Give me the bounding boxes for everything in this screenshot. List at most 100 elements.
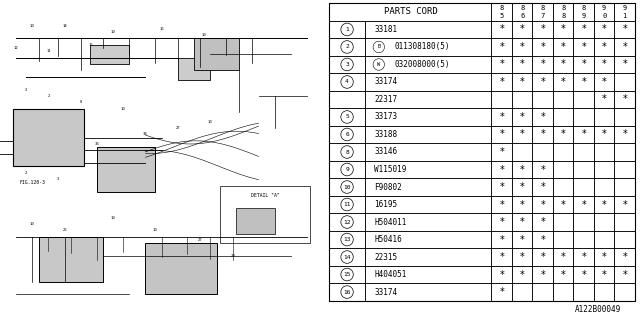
Text: *: * bbox=[499, 60, 504, 69]
Text: 9: 9 bbox=[602, 5, 606, 11]
Bar bbox=[614, 91, 635, 108]
Bar bbox=[365, 91, 492, 108]
Bar bbox=[553, 73, 573, 91]
Text: 4: 4 bbox=[345, 79, 349, 84]
Text: 5: 5 bbox=[499, 13, 504, 19]
Text: *: * bbox=[622, 42, 627, 52]
Text: *: * bbox=[561, 24, 566, 35]
Text: *: * bbox=[520, 182, 525, 192]
Bar bbox=[492, 213, 512, 231]
Text: W: W bbox=[377, 62, 380, 67]
Text: *: * bbox=[520, 252, 525, 262]
Text: 33188: 33188 bbox=[374, 130, 397, 139]
Bar bbox=[330, 213, 365, 231]
Text: 15: 15 bbox=[343, 272, 351, 277]
Text: *: * bbox=[622, 252, 627, 262]
Text: 15: 15 bbox=[88, 43, 93, 47]
Bar bbox=[553, 196, 573, 213]
Bar bbox=[492, 3, 512, 21]
Text: 10: 10 bbox=[111, 216, 115, 220]
Bar bbox=[594, 38, 614, 56]
Bar bbox=[365, 143, 492, 161]
Bar bbox=[365, 161, 492, 178]
Bar bbox=[553, 161, 573, 178]
Bar bbox=[178, 58, 210, 80]
Bar bbox=[365, 56, 492, 73]
Text: 1: 1 bbox=[345, 27, 349, 32]
Text: *: * bbox=[602, 60, 607, 69]
Text: *: * bbox=[499, 217, 504, 227]
Bar bbox=[512, 38, 532, 56]
Bar bbox=[553, 143, 573, 161]
Bar bbox=[594, 143, 614, 161]
Bar bbox=[512, 108, 532, 126]
Text: 27: 27 bbox=[198, 238, 203, 242]
Text: 6: 6 bbox=[520, 13, 524, 19]
Bar bbox=[594, 3, 614, 21]
Text: *: * bbox=[540, 42, 545, 52]
Bar bbox=[573, 178, 594, 196]
Text: 10: 10 bbox=[343, 185, 351, 189]
Bar bbox=[220, 186, 310, 243]
Bar bbox=[492, 108, 512, 126]
Text: *: * bbox=[581, 130, 586, 140]
Text: 8: 8 bbox=[561, 5, 565, 11]
Text: *: * bbox=[581, 60, 586, 69]
Text: *: * bbox=[540, 199, 545, 210]
Bar bbox=[532, 38, 553, 56]
Text: 16: 16 bbox=[343, 290, 351, 294]
Bar bbox=[512, 143, 532, 161]
Bar bbox=[330, 266, 365, 283]
Bar bbox=[492, 178, 512, 196]
Text: 7: 7 bbox=[541, 13, 545, 19]
Text: *: * bbox=[622, 199, 627, 210]
Bar bbox=[594, 248, 614, 266]
Text: *: * bbox=[561, 199, 566, 210]
Bar bbox=[594, 196, 614, 213]
Bar bbox=[512, 283, 532, 301]
Text: 8: 8 bbox=[499, 5, 504, 11]
Bar bbox=[553, 56, 573, 73]
Text: 33146: 33146 bbox=[374, 148, 397, 156]
Text: 5: 5 bbox=[345, 115, 349, 119]
Bar bbox=[553, 126, 573, 143]
Bar bbox=[594, 178, 614, 196]
Text: 27: 27 bbox=[175, 126, 180, 130]
Text: *: * bbox=[561, 60, 566, 69]
Bar bbox=[532, 248, 553, 266]
Text: *: * bbox=[499, 252, 504, 262]
Bar bbox=[614, 38, 635, 56]
Text: 10: 10 bbox=[208, 120, 212, 124]
Text: *: * bbox=[602, 42, 607, 52]
Bar bbox=[532, 196, 553, 213]
Text: *: * bbox=[561, 269, 566, 280]
Text: F90802: F90802 bbox=[374, 182, 402, 191]
Text: *: * bbox=[602, 199, 607, 210]
Bar bbox=[532, 231, 553, 248]
Bar bbox=[532, 266, 553, 283]
Bar bbox=[594, 283, 614, 301]
Bar bbox=[573, 248, 594, 266]
Bar bbox=[614, 143, 635, 161]
Text: *: * bbox=[520, 217, 525, 227]
Bar bbox=[532, 108, 553, 126]
Text: 0: 0 bbox=[602, 13, 606, 19]
Bar bbox=[492, 38, 512, 56]
Text: *: * bbox=[520, 42, 525, 52]
Bar bbox=[573, 91, 594, 108]
Bar bbox=[594, 21, 614, 38]
Bar bbox=[573, 21, 594, 38]
Text: 8: 8 bbox=[345, 149, 349, 155]
Bar bbox=[330, 56, 365, 73]
Bar bbox=[573, 231, 594, 248]
Bar bbox=[573, 213, 594, 231]
Bar bbox=[512, 178, 532, 196]
Bar bbox=[532, 21, 553, 38]
Text: 8: 8 bbox=[520, 5, 524, 11]
Text: 9: 9 bbox=[582, 13, 586, 19]
Text: *: * bbox=[499, 77, 504, 87]
Text: *: * bbox=[602, 24, 607, 35]
Bar bbox=[532, 213, 553, 231]
Text: 33: 33 bbox=[95, 142, 99, 146]
Bar bbox=[614, 126, 635, 143]
